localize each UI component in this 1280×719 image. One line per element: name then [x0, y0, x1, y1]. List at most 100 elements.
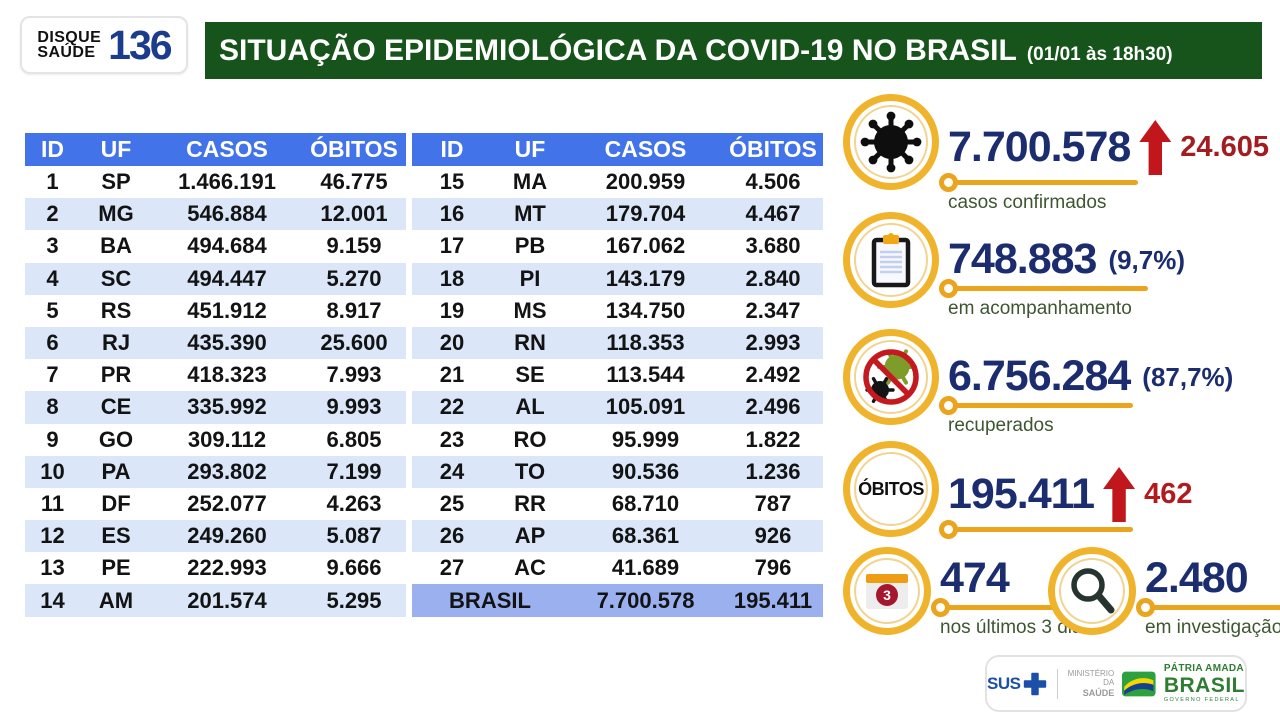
stat-confirmed-cases: 7.700.578 24.605 casos confirmados — [843, 94, 1269, 214]
table-cell: 309.112 — [187, 426, 267, 452]
table-cell: AL — [492, 391, 568, 424]
table-cell: 19 — [439, 297, 465, 323]
stat-under-investigation: 2.480 em investigação — [1048, 547, 1280, 639]
table-row: 16 MT 179.704 4.467 — [412, 198, 823, 231]
ministry-logo: MINISTÉRIO DA SAÚDE — [1066, 669, 1115, 699]
table-row: 25 RR 68.710 787 — [412, 488, 823, 520]
clipboard-icon — [843, 212, 939, 308]
table-cell: 201.574 — [152, 584, 302, 617]
table-row: 13 PE 222.993 9.666 — [25, 552, 406, 584]
table-cell: MT — [492, 198, 568, 231]
table-cell: 418.323 — [187, 362, 267, 388]
table-cell: SC — [80, 262, 152, 295]
table-cell: 143.179 — [568, 262, 723, 295]
table-cell: 2.496 — [723, 391, 823, 424]
table-row: 18 PI 143.179 2.840 — [412, 262, 823, 295]
table-header-row: ID UF CASOS ÓBITOS — [25, 133, 406, 166]
obitos-badge: ÓBITOS — [843, 441, 939, 537]
table-cell: 5.270 — [302, 262, 406, 295]
deaths-total: 195.411 — [948, 470, 1095, 518]
col-header-casos: CASOS — [152, 133, 302, 166]
table-cell: 12.001 — [302, 198, 406, 231]
virus-icon — [843, 94, 939, 190]
table-cell: PI — [492, 262, 568, 295]
table-row: 17 PB 167.062 3.680 — [412, 230, 823, 262]
table-cell: 1 — [46, 169, 59, 195]
table-cell: 46.775 — [320, 169, 388, 195]
table-cell: TO — [492, 455, 568, 488]
table-row: 4 SC 494.447 5.270 — [25, 262, 406, 295]
table-cell: AM — [80, 584, 152, 617]
table-row: 27 AC 41.689 796 — [412, 552, 823, 584]
table-cell: 134.750 — [605, 297, 686, 323]
table-row: 7 PR 418.323 7.993 — [25, 359, 406, 391]
table-cell: 2.993 — [723, 326, 823, 360]
table-cell: 2.347 — [745, 297, 801, 323]
table-row: 22 AL 105.091 2.496 — [412, 391, 823, 424]
table-cell: 12 — [25, 520, 80, 553]
table-cell: RR — [514, 490, 546, 516]
table-cell: 95.999 — [611, 426, 680, 452]
logo-line2: SAÚDE — [37, 44, 96, 61]
table-cell: 252.077 — [187, 490, 267, 516]
table-row: 20 RN 118.353 2.993 — [412, 326, 823, 360]
col-header-casos: CASOS — [568, 133, 723, 166]
table-cell: 200.959 — [605, 169, 686, 195]
table-row: 23 RO 95.999 1.822 — [412, 424, 823, 456]
table-cell: RO — [513, 426, 547, 452]
table-cell: 1.236 — [723, 455, 823, 488]
recovered-label: recuperados — [948, 415, 1054, 436]
table-cell: 4 — [25, 262, 80, 295]
covid-table-right: ID UF CASOS ÓBITOS 15 MA 200.959 4.506 16 MT 1… — [412, 133, 823, 617]
total-label: BRASIL — [412, 584, 568, 617]
patria-amada-brasil-logo: PÁTRIA AMADA BRASIL GOVERNO FEDERAL — [1163, 663, 1245, 704]
table-cell: 3 — [46, 233, 59, 259]
deaths3d-total: 474 — [940, 554, 1010, 602]
table-cell: 249.260 — [152, 520, 302, 553]
table-cell: 17 — [439, 233, 465, 259]
calendar-icon: 3 — [843, 547, 931, 635]
table-cell: 4.467 — [723, 198, 823, 231]
brand-line3: GOVERNO FEDERAL — [1163, 696, 1240, 703]
logo-line1: DISQUE — [37, 28, 102, 46]
table-cell: 9.993 — [302, 391, 406, 424]
recovered-percent: (87,7%) — [1142, 361, 1234, 392]
gold-divider — [931, 598, 1055, 617]
table-cell: 5 — [46, 297, 59, 323]
table-row: 6 RJ 435.390 25.600 — [25, 326, 406, 360]
table-cell: 7.199 — [302, 455, 406, 488]
table-row: 12 ES 249.260 5.087 — [25, 520, 406, 553]
stat-deaths: ÓBITOS 195.411 462 — [843, 441, 1192, 539]
table-cell: 6.805 — [326, 426, 382, 452]
table-cell: MS — [513, 297, 547, 323]
sus-logo: SUS — [987, 670, 1049, 698]
table-cell: 335.992 — [152, 391, 302, 424]
table-cell: 24 — [412, 455, 492, 488]
table-cell: 2.840 — [723, 262, 823, 295]
table-cell: 435.390 — [152, 326, 302, 360]
gold-divider — [939, 520, 1133, 539]
investigation-label: em investigação — [1145, 617, 1280, 638]
stat-deaths-last-3-days: 3 474 nos últimos 3 dias — [843, 547, 1092, 639]
table-cell: 179.704 — [568, 198, 723, 231]
recovered-total: 6.756.284 — [948, 352, 1131, 400]
col-header-id: ID — [25, 133, 80, 166]
table-cell: 10 — [25, 455, 80, 488]
table-row: 1 SP 1.466.191 46.775 — [25, 166, 406, 198]
table-cell: 1.466.191 — [178, 169, 276, 195]
obitos-badge-text: ÓBITOS — [858, 478, 924, 499]
table-cell: 451.912 — [187, 297, 267, 323]
table-cell: RS — [100, 297, 132, 323]
followup-percent: (9,7%) — [1108, 244, 1186, 275]
table-cell: RN — [492, 326, 568, 360]
table-cell: 14 — [25, 584, 80, 617]
table-cell: 1.822 — [745, 426, 801, 452]
table-cell: 113.544 — [606, 362, 685, 388]
table-cell: 26 — [412, 520, 492, 553]
line-ring — [939, 396, 958, 415]
table-row: 15 MA 200.959 4.506 — [412, 166, 823, 198]
covid-table-left: ID UF CASOS ÓBITOS 1 SP 1.466.191 46.775 2 MG… — [25, 133, 406, 617]
table-cell: 4.263 — [326, 490, 382, 516]
gold-divider — [1136, 598, 1280, 617]
table-row: 2 MG 546.884 12.001 — [25, 198, 406, 231]
